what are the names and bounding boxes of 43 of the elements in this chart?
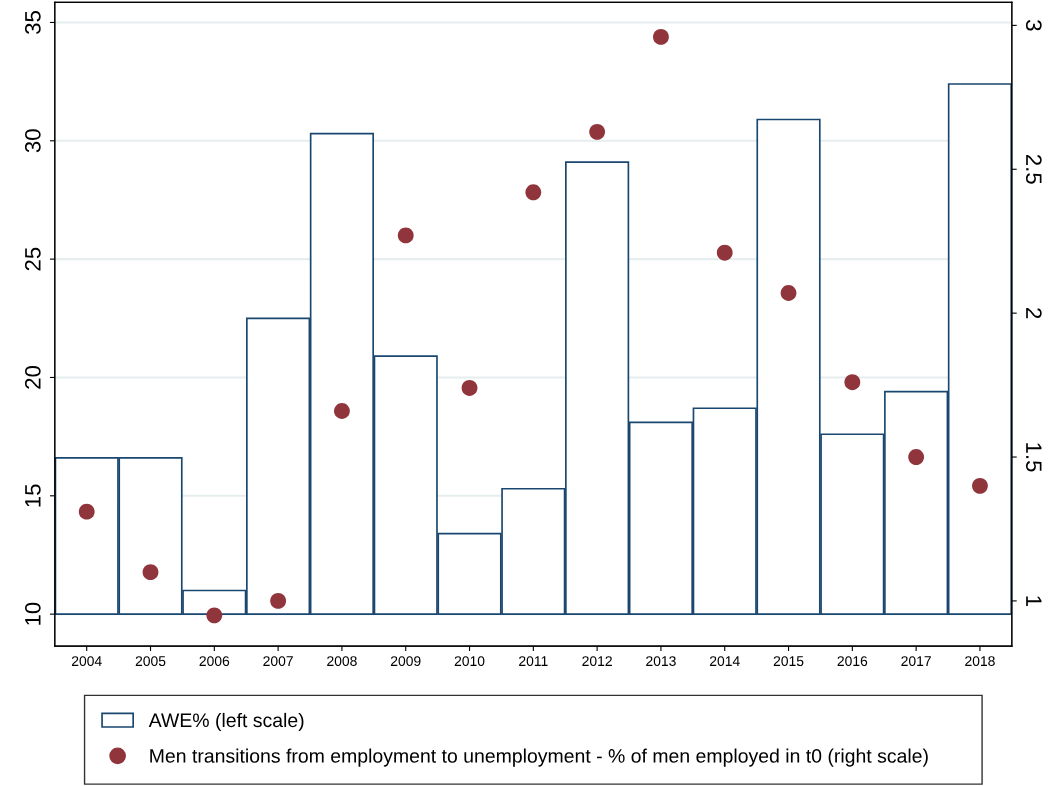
legend-label: Men transitions from employment to unemployment - % of men employed in t0 (right scale) [150,748,928,767]
y2-tick-label: 2.5 [1025,154,1042,184]
point [78,503,95,520]
x-tick-label: 2016 [837,656,868,667]
point [716,244,733,261]
x-tick-label: 2008 [327,656,357,667]
x-tick-label: 2005 [135,656,166,667]
x-tick-label: 2009 [390,656,421,667]
legend-label: AWE% (left scale) [148,712,304,731]
point [525,184,542,201]
y-tick-label: 20 [24,365,41,389]
x-tick-label: 2014 [709,656,740,667]
y-tick-label: 25 [24,247,41,271]
x-tick-label: 2007 [263,656,293,667]
point [206,607,223,624]
point [334,403,350,419]
x-tick-label: 2017 [901,656,931,667]
y2-tick-label: 3 [1025,20,1042,31]
x-tick-label: 2006 [199,656,230,667]
x-tick-label: 2004 [71,656,102,667]
y2-tick-label: 1 [1026,596,1042,607]
point [780,285,797,301]
point [653,28,669,45]
x-tick-label: 2015 [773,656,804,667]
y-tick-label: 15 [25,484,41,507]
point [589,123,606,140]
point [972,477,988,494]
y2-tick-label: 1.5 [1025,443,1042,472]
point [461,380,478,396]
x-tick-label: 2013 [646,656,676,667]
y-tick-label: 35 [24,11,41,34]
point [908,449,925,465]
x-tick-label: 2010 [454,656,485,667]
point [270,592,287,609]
x-tick-label: 2012 [582,656,612,667]
y-tick-label: 10 [24,602,41,625]
point [142,564,159,581]
x-tick-label: 2011 [519,656,548,667]
point [397,227,414,244]
x-tick-label: 2018 [965,656,995,667]
y2-tick-label: 2 [1026,308,1042,319]
point [844,374,861,391]
y-tick-label: 30 [24,129,41,153]
